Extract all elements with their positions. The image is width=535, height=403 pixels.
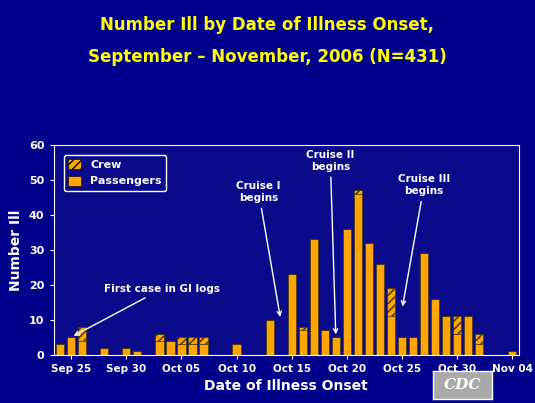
Bar: [177, 337, 186, 344]
Bar: [265, 320, 274, 355]
Bar: [200, 344, 208, 355]
Bar: [155, 334, 164, 341]
Text: Cruise I
begins: Cruise I begins: [236, 181, 281, 316]
Bar: [56, 344, 64, 355]
Text: First case in GI logs: First case in GI logs: [75, 284, 220, 335]
Bar: [288, 274, 296, 355]
Bar: [177, 344, 186, 355]
Bar: [376, 264, 384, 355]
Bar: [475, 344, 484, 355]
X-axis label: Date of Illness Onset: Date of Illness Onset: [204, 379, 368, 393]
Bar: [475, 334, 484, 344]
Bar: [320, 330, 329, 355]
Bar: [420, 253, 428, 355]
Bar: [232, 344, 241, 355]
Bar: [299, 330, 307, 355]
Bar: [188, 337, 196, 344]
Bar: [354, 191, 362, 194]
Bar: [508, 351, 516, 355]
Bar: [122, 348, 131, 355]
Bar: [299, 327, 307, 330]
Bar: [431, 299, 439, 355]
Bar: [343, 229, 351, 355]
Bar: [332, 337, 340, 355]
Bar: [155, 341, 164, 355]
Bar: [310, 239, 318, 355]
Text: Number Ill by Date of Illness Onset,: Number Ill by Date of Illness Onset,: [101, 16, 434, 34]
Bar: [166, 341, 174, 355]
Text: Cruise II
begins: Cruise II begins: [306, 150, 355, 333]
Bar: [78, 327, 86, 341]
Bar: [133, 351, 141, 355]
Text: CDC: CDC: [444, 378, 482, 392]
Bar: [398, 337, 406, 355]
Bar: [67, 337, 75, 355]
Bar: [453, 334, 461, 355]
Bar: [100, 348, 109, 355]
Bar: [387, 316, 395, 355]
Text: September – November, 2006 (N=431): September – November, 2006 (N=431): [88, 48, 447, 66]
Bar: [78, 341, 86, 355]
Y-axis label: Number Ill: Number Ill: [10, 209, 24, 291]
Bar: [365, 243, 373, 355]
Bar: [200, 337, 208, 344]
Bar: [387, 288, 395, 316]
Bar: [188, 344, 196, 355]
Legend: Crew, Passengers: Crew, Passengers: [64, 155, 166, 191]
Text: Cruise III
begins: Cruise III begins: [398, 174, 450, 305]
Bar: [442, 316, 450, 355]
Bar: [354, 194, 362, 355]
Bar: [453, 316, 461, 334]
Bar: [409, 337, 417, 355]
Bar: [464, 316, 472, 355]
